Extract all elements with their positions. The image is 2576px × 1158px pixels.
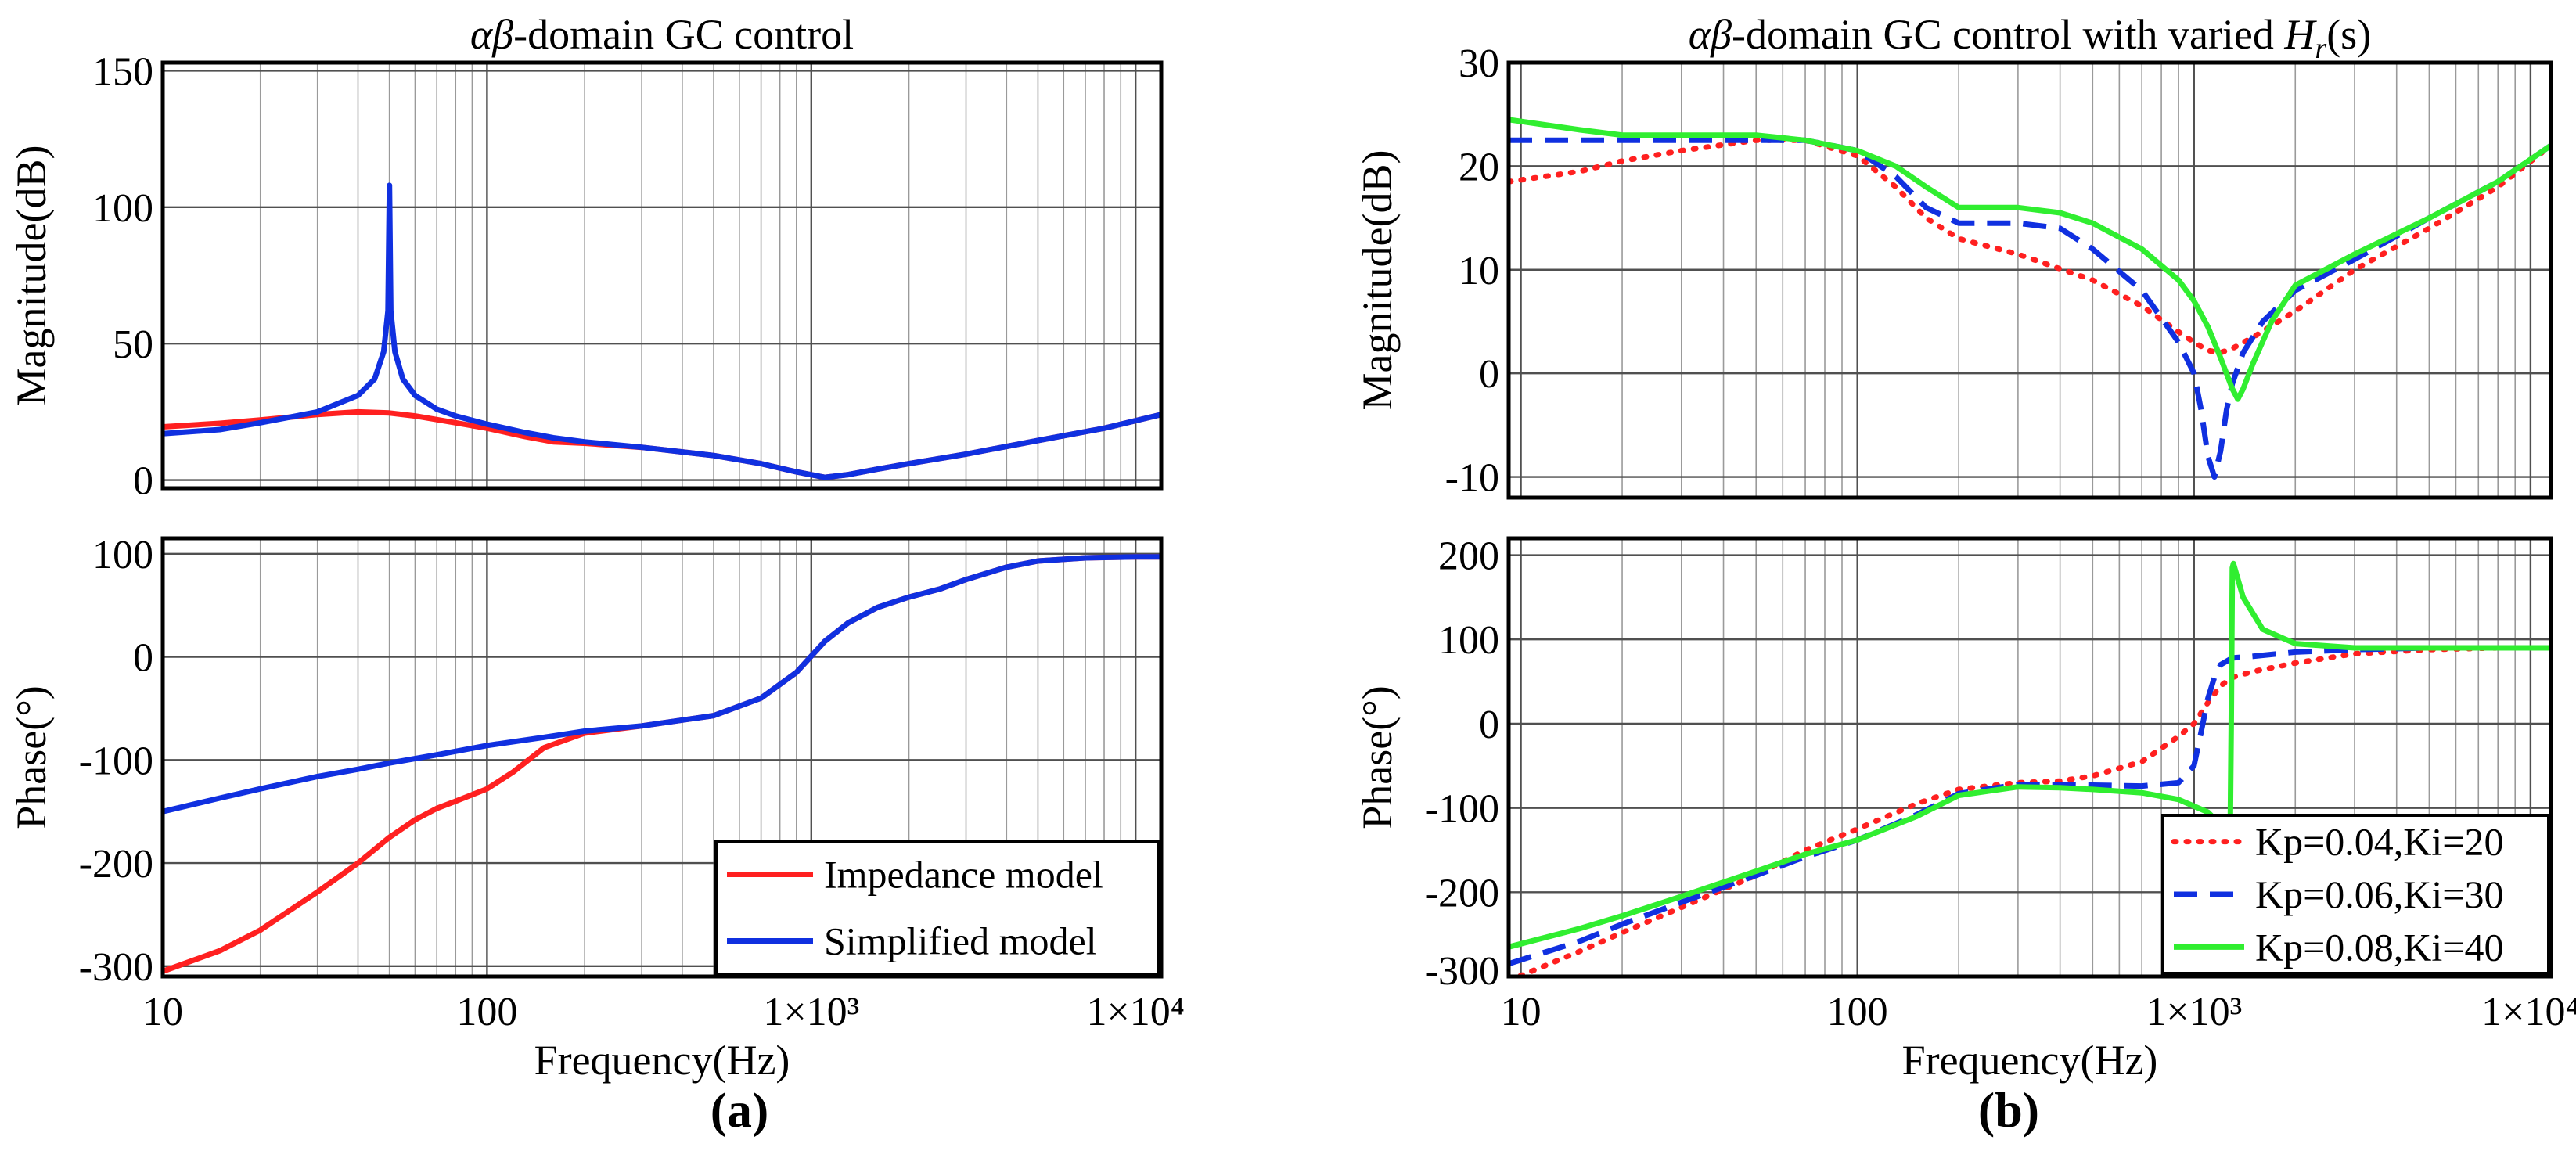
- plot-frame: [160, 60, 1164, 491]
- series-group: [163, 182, 1161, 480]
- y-tick-label: 0: [133, 459, 153, 504]
- plot-frame: [1506, 536, 2553, 979]
- y-tick-label: -100: [79, 739, 153, 783]
- y-axis-label: Phase(°): [8, 685, 55, 829]
- series-group: [163, 554, 1161, 974]
- y-tick-label: -100: [1425, 787, 1499, 832]
- plot-frame: [160, 536, 1164, 979]
- y-tick-label: 100: [92, 533, 153, 577]
- x-tick-label: 1×10³: [2146, 990, 2242, 1034]
- chart-b_phase: -300 -200 -100 0 100 200 10 100 1×10³ 1×10⁴ Phase(…: [1354, 534, 2576, 1084]
- y-tick-label: 0: [133, 636, 153, 681]
- x-tick-label: 100: [456, 990, 517, 1034]
- x-tick-label: 10: [142, 990, 183, 1034]
- x-tick-label: 100: [1827, 990, 1888, 1034]
- chart-b_mag: -10 0 10 20 30 αβ-domain GC control with vari…: [1354, 11, 2553, 501]
- series-line-kp-0-06-ki-30: [1509, 137, 2551, 480]
- y-tick-label: 100: [1438, 618, 1499, 663]
- y-axis-label: Phase(°): [1354, 685, 1401, 829]
- x-tick-label: 10: [1501, 990, 1542, 1034]
- y-tick-label: -200: [1425, 871, 1499, 915]
- plot-frame: [1506, 60, 2553, 500]
- x-axis-label: Frequency(Hz): [534, 1037, 790, 1084]
- series-line-kp-0-08-ki-40: [1509, 117, 2551, 402]
- y-tick-label: 50: [113, 322, 153, 367]
- y-tick-label: -300: [79, 945, 153, 990]
- y-tick-label: 0: [1479, 352, 1499, 397]
- chart-a_mag: 0 50 100 150 αβ-domain GC control Magnitude(d…: [8, 11, 1164, 504]
- legend-box: [714, 840, 1160, 976]
- y-tick-label: 10: [1459, 249, 1499, 293]
- y-tick-label: 20: [1459, 145, 1499, 189]
- series-line-kp-0-06-ki-30: [1509, 645, 2551, 967]
- grid: [1509, 63, 2551, 498]
- x-tick-label: 1×10³: [763, 990, 859, 1034]
- legend: Kp=0.04,Ki=20 Kp=0.06,Ki=30 Kp=0.08,Ki=40: [2161, 814, 2550, 975]
- y-axis-label: Magnitude(dB): [8, 146, 55, 406]
- legend-label: Kp=0.06,Ki=30: [2255, 872, 2504, 916]
- legend-label: Impedance model: [824, 853, 1103, 897]
- series-group: [1509, 117, 2551, 480]
- series-line-simplified-model: [163, 182, 1161, 480]
- y-tick-label: 200: [1438, 534, 1499, 579]
- y-axis-label: Magnitude(dB): [1354, 150, 1401, 411]
- chart-a_phase: -300 -200 -100 0 100 10 100 1×10³ 1×10⁴ Phase(°) F…: [8, 533, 1185, 1084]
- y-tick-label: 30: [1459, 41, 1499, 86]
- chart-title: αβ-domain GC control with varied Hr(s): [1689, 11, 2371, 65]
- panel-b-label: (b): [1978, 1082, 2039, 1138]
- y-tick-label: 150: [92, 49, 153, 94]
- y-tick-label: 0: [1479, 703, 1499, 747]
- series-line-simplified-model: [163, 554, 1161, 815]
- series-line-kp-0-08-ki-40: [1509, 560, 2551, 950]
- legend-label: Kp=0.04,Ki=20: [2255, 820, 2504, 864]
- series-group: [1509, 560, 2551, 976]
- y-tick-label: -200: [79, 842, 153, 886]
- legend: Impedance model Simplified model: [714, 840, 1160, 976]
- series-line-kp-0-04-ki-20: [1511, 645, 2551, 976]
- y-tick-label: -10: [1445, 456, 1499, 501]
- y-tick-label: -300: [1425, 949, 1499, 994]
- x-axis-label: Frequency(Hz): [1902, 1037, 2158, 1084]
- panel-a-label: (a): [711, 1082, 769, 1138]
- grid: [163, 63, 1161, 488]
- legend-label: Simplified model: [824, 919, 1097, 963]
- series-line-kp-0-04-ki-20: [1509, 137, 2551, 356]
- chart-title: αβ-domain GC control: [470, 11, 854, 58]
- legend-label: Kp=0.08,Ki=40: [2255, 925, 2504, 969]
- y-tick-label: 100: [92, 186, 153, 231]
- x-tick-label: 1×10⁴: [1086, 990, 1184, 1034]
- x-tick-label: 1×10⁴: [2481, 990, 2576, 1034]
